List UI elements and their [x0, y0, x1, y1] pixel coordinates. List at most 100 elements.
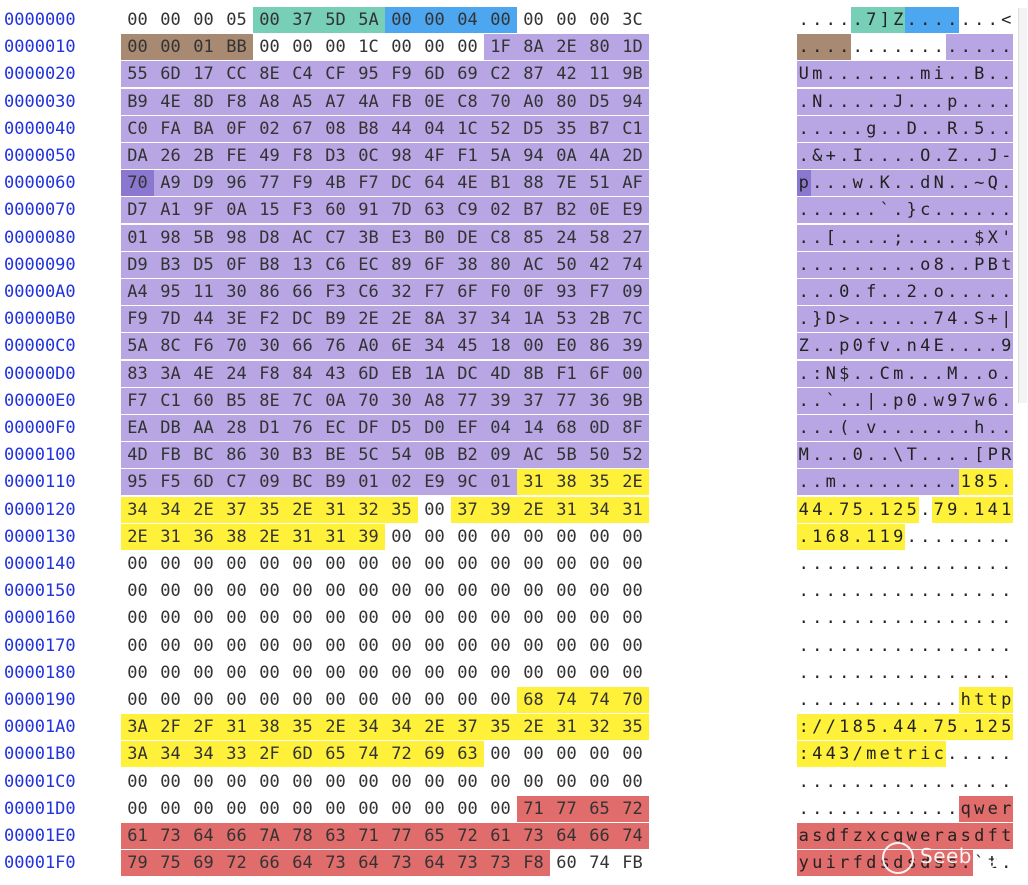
ascii-char[interactable]: . — [918, 306, 932, 333]
ascii-char[interactable]: m — [864, 741, 878, 768]
ascii-char[interactable]: . — [945, 251, 959, 278]
ascii-char[interactable]: . — [798, 581, 809, 602]
hex-byte[interactable]: 4A — [583, 143, 616, 169]
hex-byte[interactable]: 8B — [517, 360, 550, 387]
hex-byte[interactable]: 3A — [121, 741, 154, 768]
ascii-char[interactable]: . — [1001, 662, 1012, 683]
hex-byte[interactable]: BE — [319, 442, 352, 469]
hex-byte[interactable]: D5 — [187, 251, 220, 278]
ascii-char[interactable]: . — [932, 469, 946, 496]
ascii-char[interactable]: . — [878, 469, 892, 496]
hex-byte[interactable]: DB — [154, 415, 187, 441]
hex-byte[interactable]: 34 — [187, 741, 220, 768]
ascii-char[interactable]: O — [918, 143, 932, 169]
ascii-char[interactable]: . — [932, 360, 946, 387]
ascii-char[interactable]: . — [974, 662, 985, 683]
ascii-char[interactable]: . — [893, 771, 904, 792]
ascii-char[interactable]: . — [974, 635, 985, 656]
ascii-char[interactable]: . — [905, 306, 919, 333]
hex-byte[interactable]: 30 — [253, 442, 286, 469]
ascii-char[interactable]: . — [987, 526, 998, 547]
hex-byte[interactable]: E9 — [418, 469, 451, 496]
ascii-char[interactable]: . — [825, 635, 836, 656]
hex-byte[interactable]: 98 — [154, 224, 187, 251]
ascii-char[interactable]: $ — [837, 360, 851, 387]
ascii-char[interactable]: / — [851, 741, 865, 768]
ascii-char[interactable]: . — [1001, 581, 1012, 602]
ascii-char[interactable]: D — [905, 115, 919, 142]
hex-byte[interactable]: 2F — [253, 741, 286, 768]
hex-byte[interactable]: 00 — [391, 798, 412, 819]
ascii-char[interactable]: . — [918, 224, 932, 251]
hex-byte[interactable]: 64 — [352, 850, 385, 877]
hex-byte[interactable]: 94 — [616, 88, 649, 115]
hex-byte[interactable]: 00 — [127, 771, 148, 792]
hex-byte[interactable]: 32 — [385, 279, 418, 305]
hex-byte[interactable]: 09 — [484, 442, 517, 469]
hex-byte[interactable]: 51 — [583, 170, 616, 197]
ascii-char[interactable]: . — [974, 526, 985, 547]
ascii-char[interactable]: o — [986, 360, 1000, 387]
hex-byte[interactable]: 35 — [616, 714, 649, 741]
ascii-char[interactable]: . — [864, 88, 878, 115]
ascii-char[interactable]: . — [824, 333, 838, 360]
hex-byte[interactable]: 00 — [457, 37, 478, 58]
hex-byte[interactable]: 00 — [259, 662, 280, 683]
hex-byte[interactable]: 00 — [226, 635, 247, 656]
hex-byte[interactable]: F6 — [187, 333, 220, 360]
ascii-char[interactable]: . — [947, 662, 958, 683]
ascii-char[interactable]: . — [810, 34, 824, 61]
hex-byte[interactable]: D5 — [385, 415, 418, 441]
hex-byte[interactable]: 00 — [556, 526, 577, 547]
hex-byte[interactable]: 00 — [490, 608, 511, 629]
ascii-char[interactable]: . — [839, 581, 850, 602]
ascii-char[interactable]: . — [918, 469, 932, 496]
ascii-char[interactable]: p — [891, 387, 905, 414]
hex-byte[interactable]: 17 — [187, 61, 220, 88]
hex-byte[interactable]: 00 — [490, 526, 511, 547]
ascii-char[interactable]: 8 — [851, 714, 865, 741]
hex-byte[interactable]: C1 — [154, 387, 187, 414]
hex-byte[interactable]: 00 — [424, 581, 445, 602]
ascii-char[interactable]: . — [959, 143, 973, 169]
ascii-char[interactable]: . — [797, 360, 811, 387]
hex-byte[interactable]: 1C — [451, 115, 484, 142]
ascii-char[interactable]: . — [972, 279, 986, 305]
hex-byte[interactable]: 96 — [220, 170, 253, 197]
ascii-char[interactable]: 4 — [810, 496, 824, 523]
hex-byte[interactable]: 75 — [154, 850, 187, 877]
hex-byte[interactable]: FB — [385, 88, 418, 115]
ascii-char[interactable]: . — [839, 635, 850, 656]
hex-byte[interactable]: 00 — [556, 771, 577, 792]
ascii-char[interactable]: w — [972, 387, 986, 414]
ascii-char[interactable]: . — [824, 61, 838, 88]
hex-byte[interactable]: D0 — [418, 415, 451, 441]
hex-byte[interactable]: 37 — [517, 387, 550, 414]
hex-byte[interactable]: 65 — [319, 741, 352, 768]
ascii-char[interactable]: . — [798, 798, 809, 819]
hex-byte[interactable]: 44 — [385, 115, 418, 142]
ascii-char[interactable]: . — [891, 197, 905, 224]
ascii-char[interactable]: 5 — [986, 469, 1000, 496]
hex-byte[interactable]: 72 — [451, 823, 484, 849]
hex-byte[interactable]: 64 — [286, 850, 319, 877]
hex-byte[interactable]: 00 — [358, 581, 379, 602]
ascii-char[interactable]: . — [812, 635, 823, 656]
ascii-char[interactable]: . — [987, 10, 998, 30]
hex-byte[interactable]: 00 — [127, 690, 148, 710]
ascii-char[interactable]: t — [986, 687, 1000, 713]
hex-byte[interactable]: 67 — [286, 115, 319, 142]
hex-byte[interactable]: 14 — [517, 415, 550, 441]
hex-byte[interactable]: 38 — [253, 714, 286, 741]
hex-byte[interactable]: 7C — [286, 387, 319, 414]
hex-byte[interactable]: 6E — [385, 333, 418, 360]
hex-byte[interactable]: 39 — [616, 333, 649, 360]
hex-byte[interactable]: 7A — [253, 823, 286, 849]
ascii-char[interactable]: . — [906, 662, 917, 683]
ascii-char[interactable]: . — [824, 170, 838, 197]
ascii-char[interactable]: . — [906, 554, 917, 574]
ascii-char[interactable]: f — [837, 823, 851, 849]
hex-byte[interactable]: C0 — [121, 115, 154, 142]
hex-byte[interactable]: 11 — [187, 279, 220, 305]
hex-byte[interactable]: F1 — [451, 143, 484, 169]
